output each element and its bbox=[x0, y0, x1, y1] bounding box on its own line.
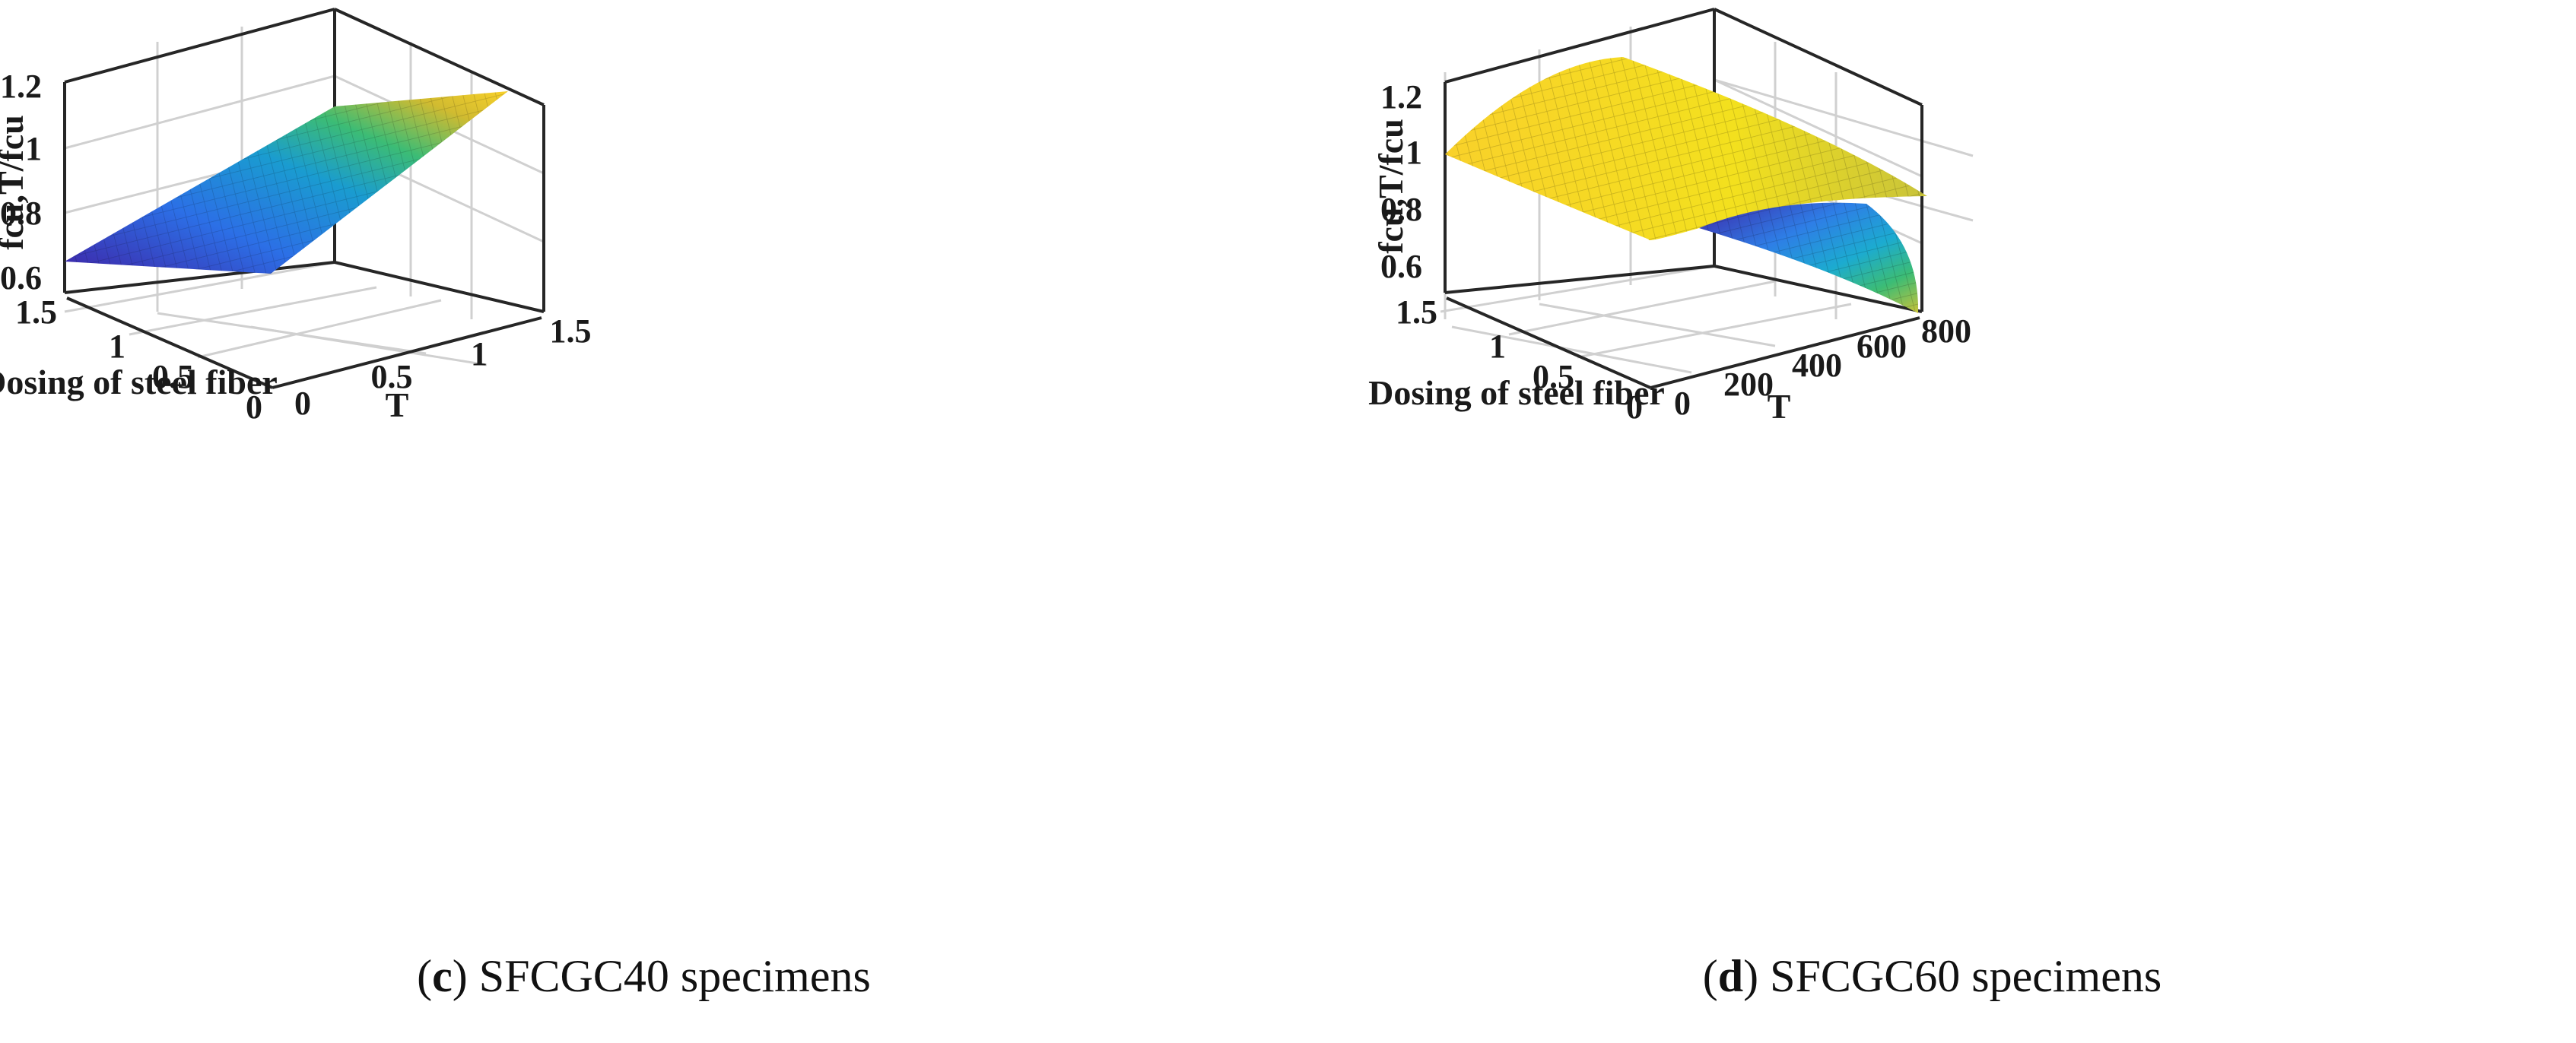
caption-letter-d: d bbox=[1717, 951, 1744, 1001]
x-ticks-d: 0 200 400 600 800 bbox=[1674, 312, 1971, 422]
caption-c: (c) SFCGC40 specimens bbox=[417, 951, 871, 1001]
caption-text-d: SFCGC60 specimens bbox=[1770, 951, 2162, 1001]
y-tick-c: 1 bbox=[109, 328, 125, 365]
panel-c: 1.2 1 0.8 0.6 1.5 1 0.5 0 0 0.5 1 1.5 fc… bbox=[0, 8, 871, 1001]
z-tick-c: 0.8 bbox=[0, 195, 42, 232]
x-tick-c: 1.5 bbox=[550, 312, 592, 350]
x-tick-c: 0.5 bbox=[371, 358, 413, 395]
z-tick-d: 0.6 bbox=[1380, 248, 1422, 285]
x-tick-d: 400 bbox=[1792, 347, 1842, 384]
z-tick-c: 1.2 bbox=[0, 68, 42, 105]
x-tick-c: 1 bbox=[471, 335, 488, 372]
y-tick-d: 0.5 bbox=[1533, 358, 1574, 395]
x-ticks-c: 0 0.5 1 1.5 bbox=[294, 312, 592, 422]
caption-letter-c: c bbox=[432, 951, 453, 1001]
surface-plot-c: 1.2 1 0.8 0.6 1.5 1 0.5 0 0 0.5 1 1.5 fc… bbox=[0, 8, 592, 426]
y-tick-c: 0.5 bbox=[152, 358, 194, 395]
y-tick-d: 0 bbox=[1626, 388, 1643, 426]
z-ticks-c: 1.2 1 0.8 0.6 bbox=[0, 68, 42, 296]
x-tick-c: 0 bbox=[294, 385, 311, 422]
z-axis-label-c: fcu,T/fcu bbox=[0, 115, 30, 250]
panel-d: 1.2 1 0.8 0.6 1.5 1 0.5 0 0 200 400 600 … bbox=[1288, 0, 2576, 1043]
z-axis-label-d: fcu,T/fcu bbox=[1371, 119, 1410, 254]
y-tick-c: 0 bbox=[246, 388, 262, 426]
surface-plot-d: 1.2 1 0.8 0.6 1.5 1 0.5 0 0 200 400 600 … bbox=[1368, 8, 1974, 426]
y-axis-label-c: Dosing of steel fiber bbox=[0, 363, 278, 401]
caption-text-c: SFCGC40 specimens bbox=[478, 951, 871, 1001]
x-axis-label-d: T bbox=[1768, 387, 1791, 426]
y-tick-c: 1.5 bbox=[15, 293, 57, 331]
x-tick-d: 200 bbox=[1723, 366, 1774, 403]
y-tick-d: 1.5 bbox=[1396, 293, 1437, 331]
z-tick-d: 1.2 bbox=[1380, 78, 1422, 116]
caption-d: (d) SFCGC60 specimens bbox=[1702, 951, 2162, 1001]
y-tick-d: 1 bbox=[1489, 328, 1506, 365]
x-tick-d: 600 bbox=[1857, 328, 1907, 365]
x-axis-label-c: T bbox=[386, 385, 409, 424]
y-ticks-d: 1.5 1 0.5 0 bbox=[1396, 293, 1643, 426]
x-tick-d: 800 bbox=[1921, 312, 1971, 350]
y-ticks-c: 1.5 1 0.5 0 bbox=[15, 293, 262, 426]
z-ticks-d: 1.2 1 0.8 0.6 bbox=[1380, 78, 1422, 285]
y-axis-label-d: Dosing of steel fiber bbox=[1368, 373, 1665, 412]
x-tick-d: 0 bbox=[1674, 385, 1691, 422]
z-tick-d: 1 bbox=[1406, 134, 1422, 171]
z-tick-c: 0.6 bbox=[0, 259, 42, 296]
z-tick-d: 0.8 bbox=[1380, 191, 1422, 228]
z-tick-c: 1 bbox=[25, 130, 42, 167]
